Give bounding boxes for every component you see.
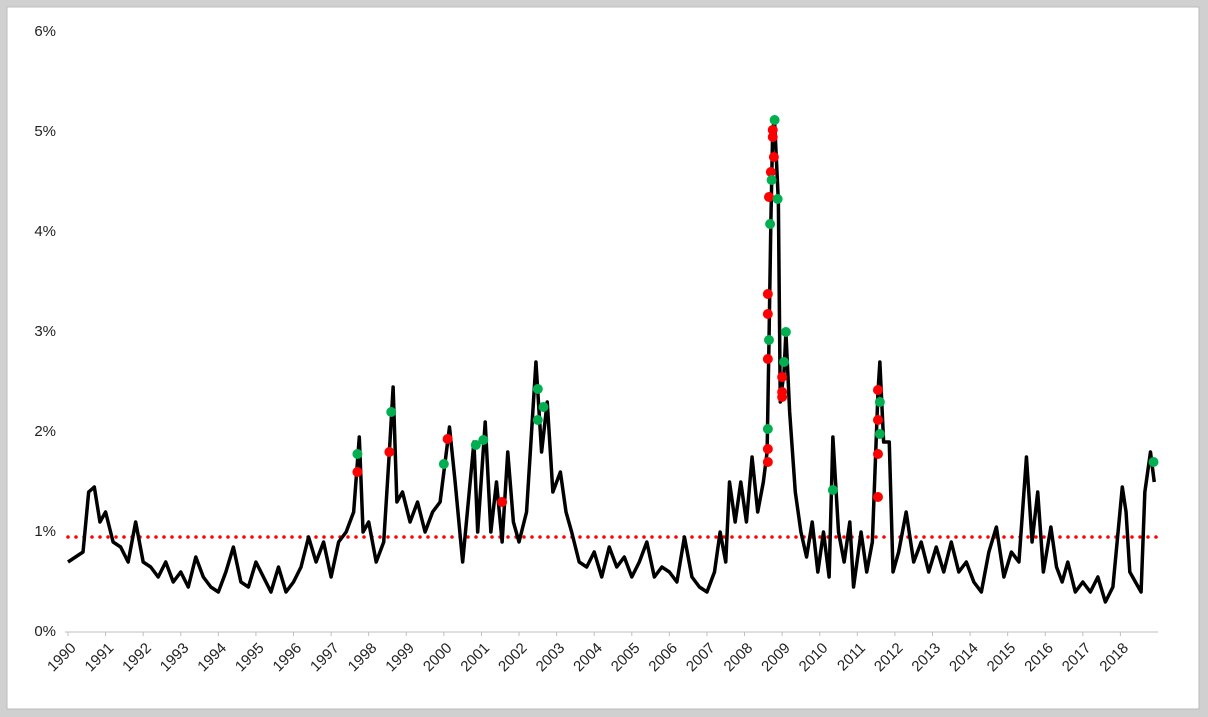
data-dot [762, 424, 773, 434]
y-tick-label: 4% [34, 223, 56, 240]
data-dot [872, 449, 883, 459]
data-dot [874, 429, 885, 439]
data-dot [1148, 457, 1159, 467]
data-dot [769, 115, 780, 125]
data-dot [779, 357, 790, 367]
data-dot [772, 194, 783, 204]
data-dot [763, 335, 774, 345]
y-tick-label: 5% [34, 123, 56, 140]
data-dot [762, 354, 773, 364]
y-tick-label: 2% [34, 423, 56, 440]
data-dot [827, 485, 838, 495]
y-tick-label: 0% [34, 623, 56, 640]
data-dot [872, 415, 883, 425]
y-tick-label: 6% [34, 23, 56, 40]
data-dot [872, 385, 883, 395]
data-dot [767, 132, 778, 142]
data-dot [478, 435, 489, 445]
data-dot [762, 444, 773, 454]
data-dot [497, 497, 508, 507]
data-dot [765, 219, 776, 229]
data-dot [532, 384, 543, 394]
data-dot [386, 407, 397, 417]
data-dot [766, 175, 777, 185]
data-dot [780, 327, 791, 337]
data-dot [442, 434, 453, 444]
data-dot [767, 125, 778, 135]
y-tick-label: 1% [34, 523, 56, 540]
data-dot [874, 397, 885, 407]
data-line [67, 120, 1156, 604]
data-dot [777, 372, 788, 382]
data-dot [384, 447, 395, 457]
data-dot [762, 457, 773, 467]
data-dot [763, 192, 774, 202]
data-dot [538, 402, 549, 412]
data-dot [765, 167, 776, 177]
data-dot [768, 152, 779, 162]
data-dot [470, 440, 481, 450]
data-dot [352, 467, 363, 477]
data-dot [762, 309, 773, 319]
data-dot [777, 387, 788, 397]
y-tick-label: 3% [34, 323, 56, 340]
plot-background [6, 6, 1200, 710]
data-dot [352, 449, 363, 459]
data-dot [532, 415, 543, 425]
data-dot [438, 459, 449, 469]
data-dot [872, 492, 883, 502]
data-dot [762, 289, 773, 299]
